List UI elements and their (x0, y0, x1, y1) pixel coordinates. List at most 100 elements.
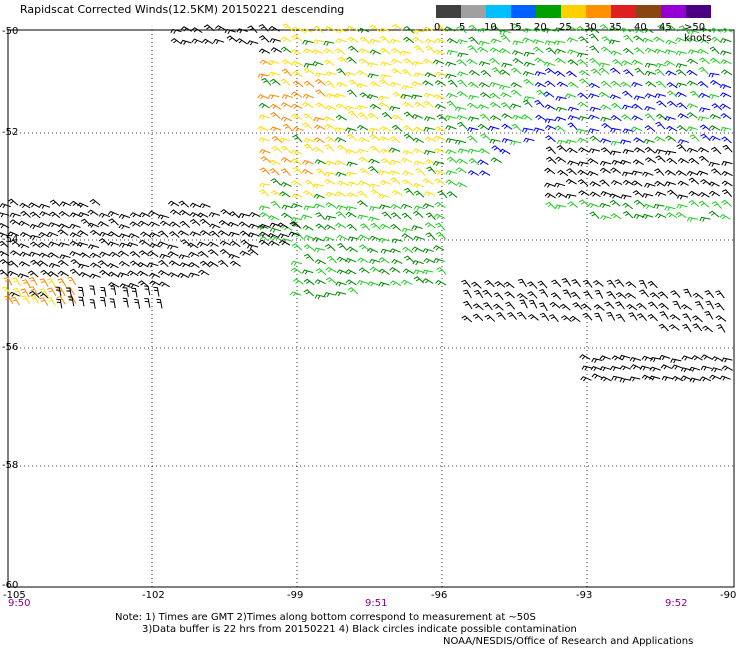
wind-barb (147, 262, 159, 268)
wind-barb (672, 300, 682, 310)
wind-barb (433, 49, 445, 55)
wind-barb (391, 23, 403, 31)
wind-barb (291, 243, 303, 251)
legend-label: 10 (484, 22, 497, 33)
wind-barb (700, 178, 712, 186)
wind-barb (87, 244, 100, 250)
wind-barb (446, 100, 457, 109)
wind-barb (499, 47, 511, 54)
wind-barb (199, 260, 211, 268)
wind-barb (692, 292, 704, 300)
legend-label: 30 (584, 22, 597, 33)
wind-barb (721, 180, 733, 187)
wind-barb (291, 193, 303, 199)
wind-barb (391, 124, 403, 132)
wind-barb (167, 244, 179, 250)
wind-barb (422, 269, 434, 275)
wind-barb (39, 288, 49, 298)
wind-barb (426, 166, 437, 175)
wind-barb (553, 40, 566, 46)
wind-barb (454, 139, 467, 145)
wind-barb (229, 211, 240, 219)
wind-barb (477, 104, 490, 110)
wind-barb (700, 133, 711, 141)
wind-barb (720, 50, 732, 56)
wind-barb (402, 101, 414, 108)
wind-barb (610, 127, 622, 133)
wind-barb (99, 251, 111, 257)
wind-barb (303, 143, 314, 152)
wind-barb (159, 220, 171, 227)
wind-barb (207, 241, 219, 247)
wind-barb (566, 37, 579, 43)
wind-barb (527, 291, 538, 299)
wind-barb (433, 245, 445, 251)
wind-barb (169, 230, 180, 238)
wind-barb (402, 268, 415, 275)
wind-barb (697, 48, 709, 55)
wind-barb (389, 38, 401, 45)
wind-barb (699, 57, 710, 65)
wind-barb (268, 25, 280, 32)
wind-barb (315, 212, 326, 220)
wind-barb (269, 168, 280, 176)
wind-barb (461, 315, 473, 323)
wind-barb (444, 115, 456, 121)
wind-barb (411, 113, 424, 120)
wind-barb (501, 113, 513, 119)
wind-barb (258, 205, 271, 211)
wind-barb (523, 61, 536, 67)
wind-barb (653, 203, 665, 209)
wind-barb (643, 203, 655, 210)
wind-barb (567, 201, 579, 208)
wind-barb (228, 231, 240, 237)
wind-barb (544, 40, 556, 46)
wind-barb (577, 169, 589, 176)
wind-barb (301, 269, 314, 275)
wind-barb (425, 232, 436, 241)
wind-barb (422, 248, 434, 254)
wind-barb (258, 48, 271, 54)
wind-barb (367, 281, 379, 287)
wind-barb (169, 209, 182, 216)
wind-barb (468, 158, 480, 166)
wind-barb (269, 227, 281, 233)
wind-barb (390, 212, 402, 220)
wind-barb (149, 232, 161, 238)
wind-barb (77, 202, 89, 208)
wind-barb (722, 144, 733, 153)
wind-barb (610, 140, 622, 146)
wind-barb (403, 255, 415, 263)
wind-barb (333, 93, 346, 99)
wind-barb (290, 91, 303, 98)
time-label-3: 9:52 (665, 598, 688, 609)
wind-barb (504, 291, 515, 299)
wind-barb (345, 171, 357, 177)
wind-barb (247, 40, 259, 46)
wind-barb (436, 267, 447, 275)
wind-barb (89, 252, 101, 259)
wind-barb (615, 291, 627, 299)
wind-barb (249, 211, 261, 218)
wind-barb (610, 213, 622, 220)
wind-barb (89, 198, 101, 206)
wind-barb (281, 59, 293, 66)
wind-barb (686, 37, 698, 43)
wind-barb (65, 287, 72, 298)
wind-barb (589, 191, 601, 198)
wind-barb (279, 137, 291, 143)
wind-barb (11, 277, 21, 287)
wind-barb (209, 230, 220, 238)
wind-barb (654, 180, 666, 187)
wind-barb (46, 231, 59, 237)
wind-barb (578, 116, 590, 122)
wind-barb (326, 255, 337, 264)
wind-barb (303, 234, 316, 241)
wind-barb (656, 24, 668, 33)
wind-barb (579, 78, 590, 86)
wind-barb (704, 289, 715, 299)
wind-barb (122, 297, 129, 308)
wind-barb (402, 246, 414, 254)
wind-barb (715, 290, 725, 299)
wind-barb (369, 81, 381, 88)
